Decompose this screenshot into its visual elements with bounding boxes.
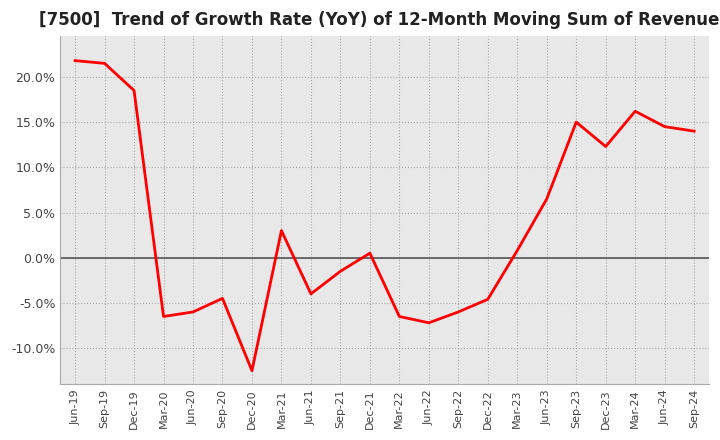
Title: [7500]  Trend of Growth Rate (YoY) of 12-Month Moving Sum of Revenues: [7500] Trend of Growth Rate (YoY) of 12-…	[40, 11, 720, 29]
